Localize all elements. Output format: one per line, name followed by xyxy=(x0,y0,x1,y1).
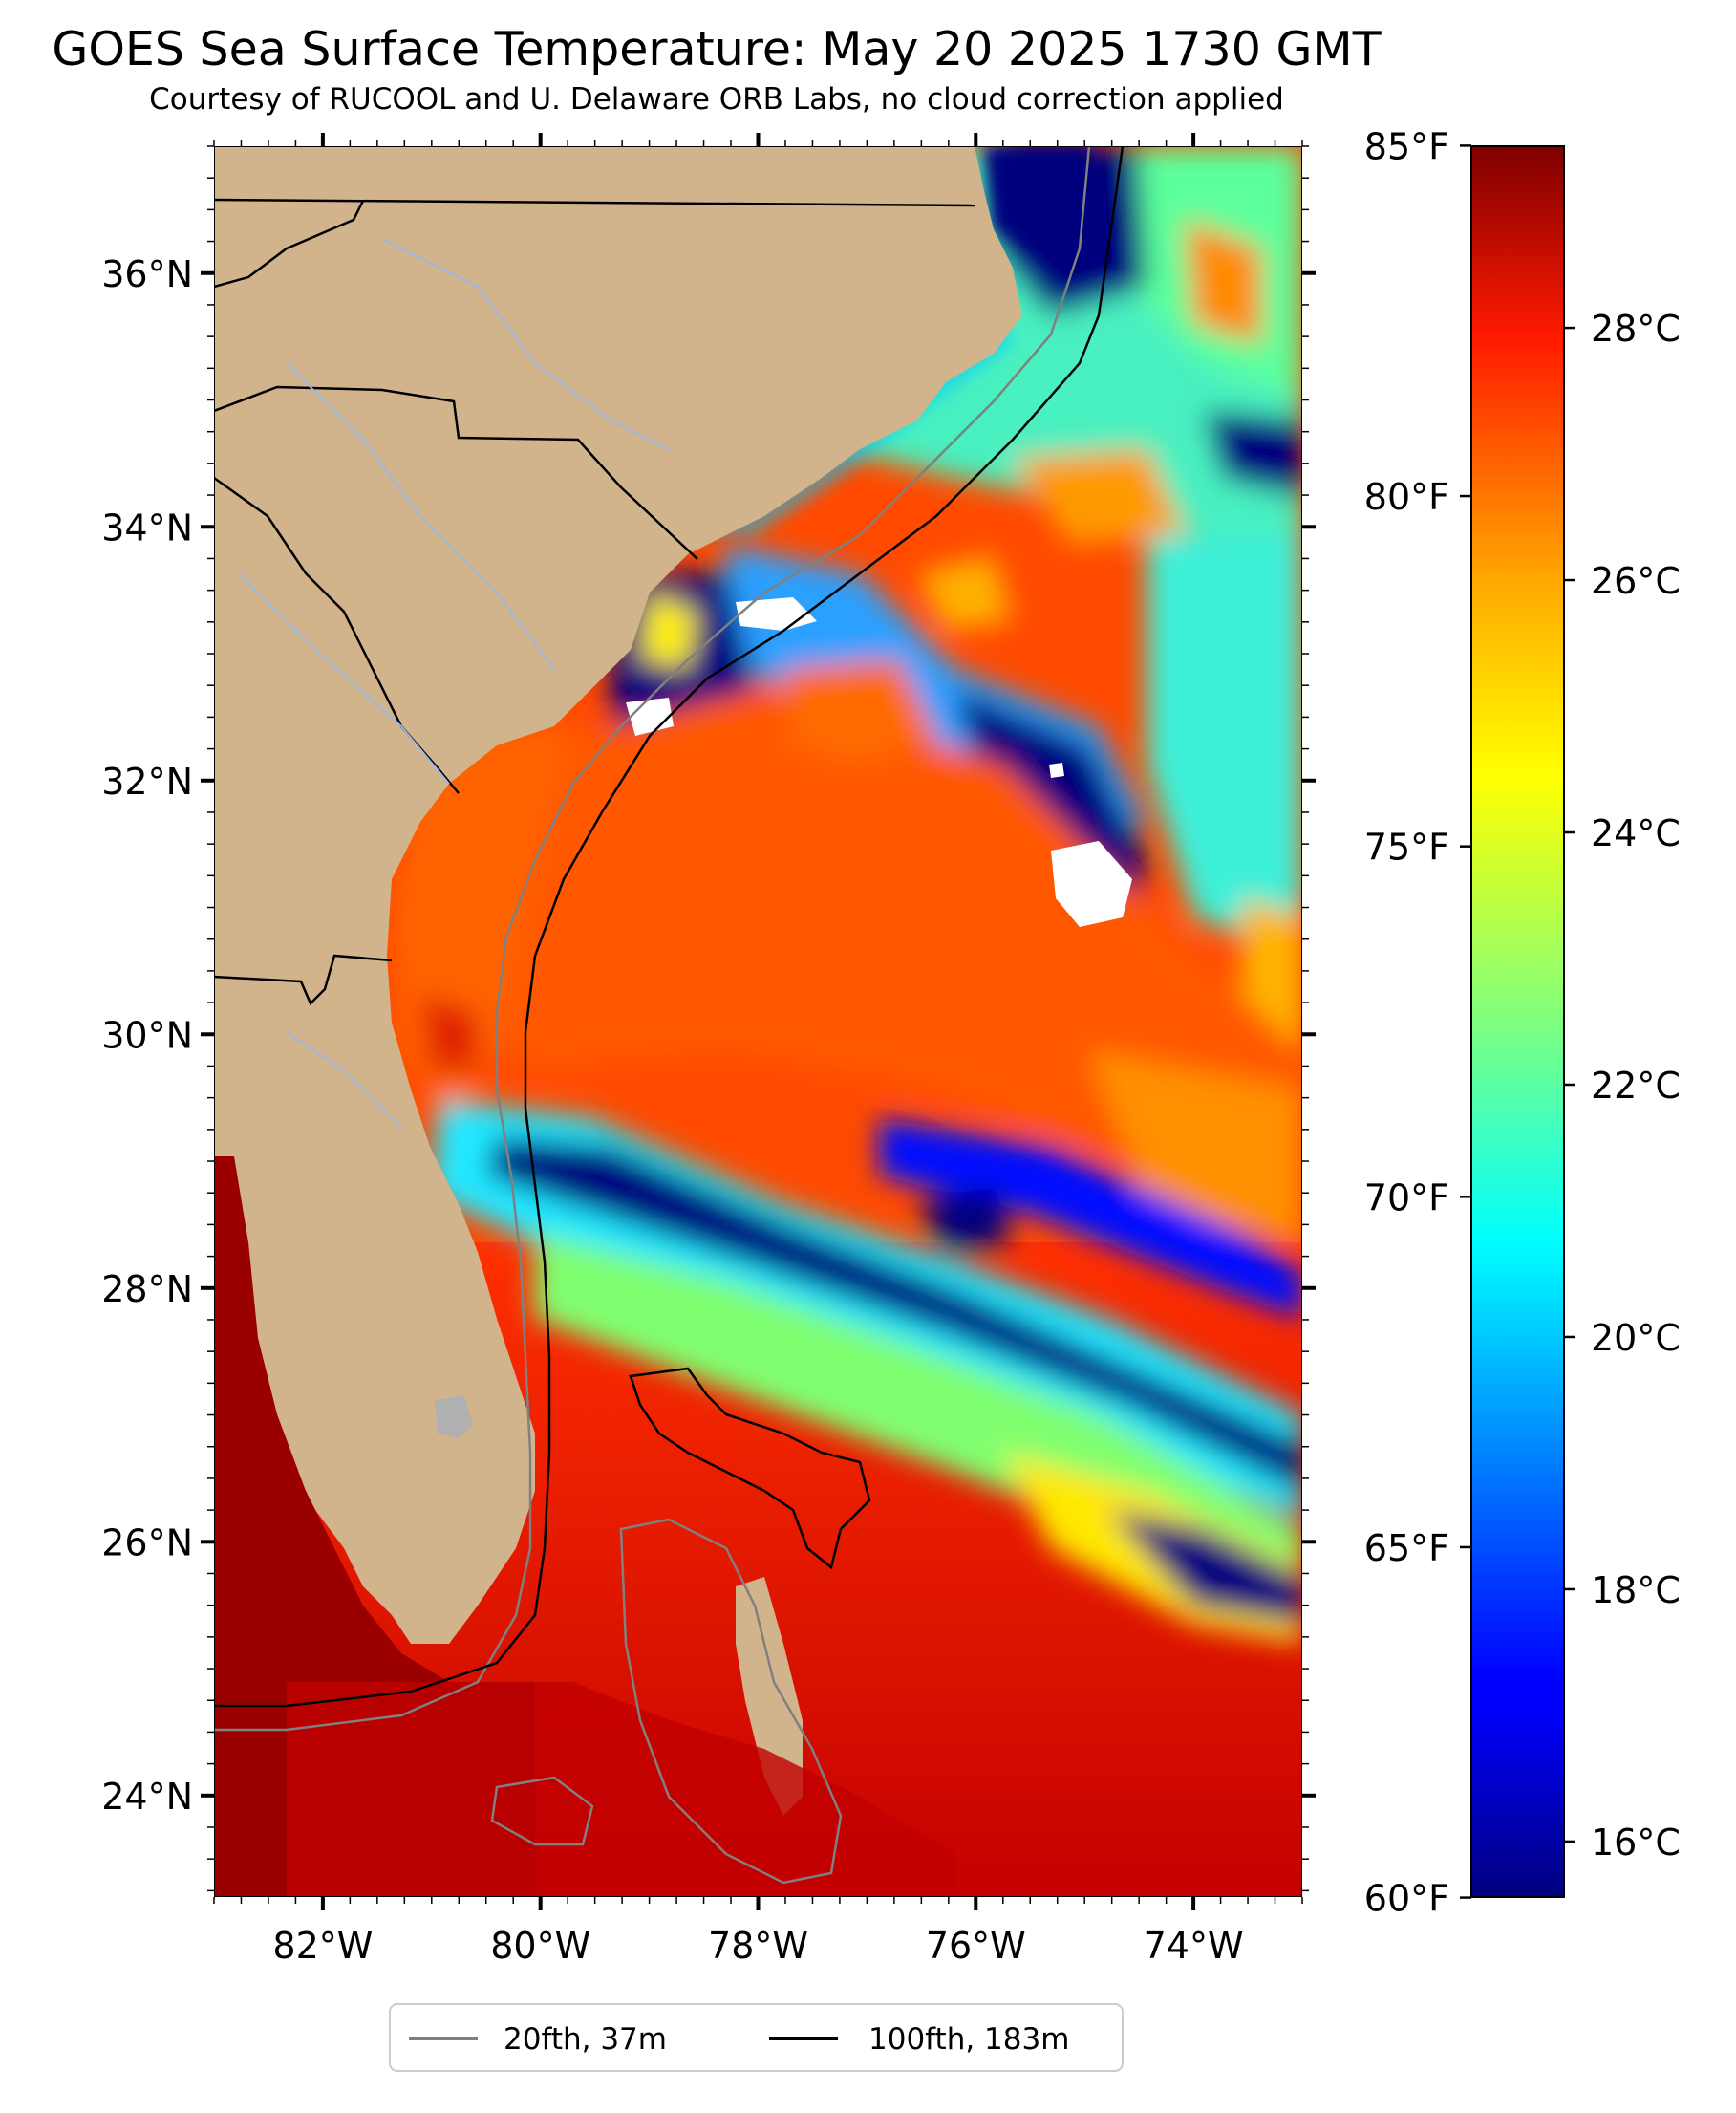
fahrenheit-tick-label: 75°F xyxy=(1364,827,1449,869)
celsius-tick-label: 16°C xyxy=(1591,1822,1681,1864)
lon-tick-label: 80°W xyxy=(490,1925,590,1967)
fahrenheit-tick-label: 60°F xyxy=(1364,1878,1449,1920)
celsius-tick-label: 18°C xyxy=(1591,1569,1681,1611)
lat-tick-label: 26°N xyxy=(101,1521,193,1563)
celsius-tick-label: 20°C xyxy=(1591,1317,1681,1359)
lat-tick-label: 32°N xyxy=(101,761,193,803)
colorbar: 60°F 65°F 70°F 75°F 80°F 85°F 16°C 18°C 20°C 22°… xyxy=(1364,125,1681,1919)
sst-map xyxy=(214,146,1302,1902)
colorbar-gradient xyxy=(1471,146,1564,1897)
lon-tick-label: 78°W xyxy=(708,1925,808,1967)
celsius-tick-label: 22°C xyxy=(1591,1065,1681,1107)
lon-tick-label: 76°W xyxy=(926,1925,1026,1967)
fahrenheit-ticks: 60°F 65°F 70°F 75°F 80°F 85°F xyxy=(1364,125,1471,1919)
fahrenheit-tick-label: 65°F xyxy=(1364,1527,1449,1569)
lon-tick-label: 74°W xyxy=(1144,1925,1244,1967)
lat-tick-label: 36°N xyxy=(101,253,193,295)
lat-tick-label: 30°N xyxy=(101,1014,193,1056)
fahrenheit-tick-label: 85°F xyxy=(1364,125,1449,167)
fahrenheit-tick-label: 80°F xyxy=(1364,476,1449,518)
lon-tick-label: 82°W xyxy=(272,1925,373,1967)
celsius-tick-label: 26°C xyxy=(1591,560,1681,602)
isobath-legend: 20fth, 37m 100fth, 183m xyxy=(390,2004,1123,2071)
lat-tick-label: 34°N xyxy=(101,507,193,549)
legend-label-100fth: 100fth, 183m xyxy=(868,2022,1069,2057)
celsius-tick-label: 24°C xyxy=(1591,812,1681,854)
fahrenheit-tick-label: 70°F xyxy=(1364,1176,1449,1218)
celsius-ticks: 16°C 18°C 20°C 22°C 24°C 26°C 28°C xyxy=(1564,308,1681,1864)
lat-tick-label: 24°N xyxy=(101,1776,193,1818)
lat-tick-label: 28°N xyxy=(101,1268,193,1310)
legend-label-20fth: 20fth, 37m xyxy=(504,2022,667,2057)
celsius-tick-label: 28°C xyxy=(1591,308,1681,350)
